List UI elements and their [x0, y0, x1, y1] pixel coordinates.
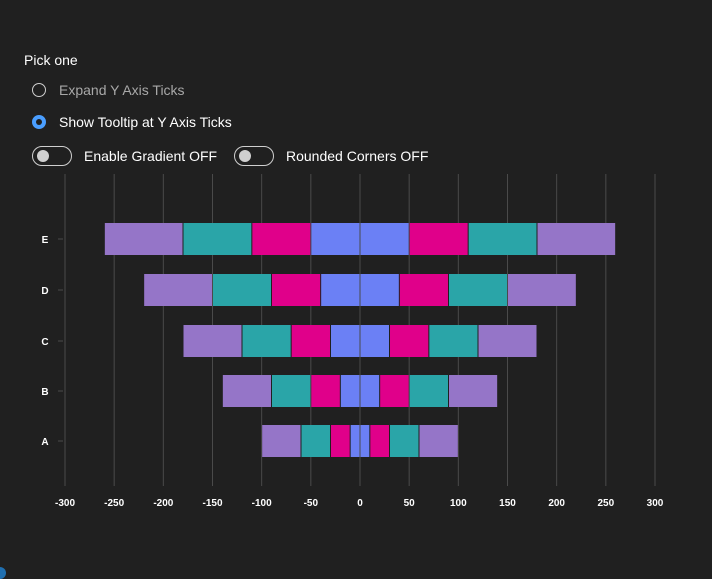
x-tick-label: 300 — [647, 498, 664, 509]
bar-segment — [272, 375, 311, 407]
bar-segment — [213, 274, 271, 306]
bar-segment — [350, 425, 360, 457]
bar-segment — [409, 223, 468, 255]
y-tick-label: A — [41, 437, 48, 448]
x-tick-label: -200 — [153, 498, 173, 509]
bar-segment — [252, 223, 311, 255]
bar-segment — [360, 223, 409, 255]
bar-segment — [449, 274, 507, 306]
toggle-knob — [239, 150, 251, 162]
bar-segment — [340, 375, 360, 407]
x-tick-label: 50 — [404, 498, 416, 509]
bar-segment — [331, 325, 360, 357]
radio-button-unchecked[interactable] — [32, 83, 46, 97]
bar-segment — [508, 274, 576, 306]
x-tick-label: 100 — [450, 498, 467, 509]
bar-segment — [380, 375, 409, 407]
bar-segment — [360, 375, 380, 407]
x-tick-label: -300 — [55, 498, 75, 509]
bar-segment — [429, 325, 478, 357]
x-tick-label: 250 — [597, 498, 614, 509]
bar-segment — [183, 223, 252, 255]
x-tick-label: 150 — [499, 498, 516, 509]
toggle-label-gradient: Enable Gradient OFF — [84, 148, 218, 164]
x-tick-label: -250 — [104, 498, 124, 509]
toggle-rounded-corners[interactable]: Rounded Corners OFF — [234, 146, 428, 166]
bar-segment — [409, 375, 448, 407]
bar-segment — [242, 325, 291, 357]
radio-label-expand-y-axis-ticks: Expand Y Axis Ticks — [59, 82, 185, 98]
bar-segment — [262, 425, 301, 457]
bar-segment — [360, 274, 399, 306]
bar-segment — [291, 325, 330, 357]
bar-segment — [537, 223, 616, 255]
toggle-switch-gradient[interactable] — [32, 146, 72, 166]
x-tick-label: 200 — [548, 498, 565, 509]
x-tick-label: -100 — [252, 498, 272, 509]
radio-button-checked[interactable] — [32, 115, 46, 129]
bar-segment — [419, 425, 458, 457]
y-tick-label: D — [41, 286, 48, 297]
x-tick-label: -50 — [304, 498, 319, 509]
bar-segment — [390, 425, 419, 457]
toggle-label-rounded-corners: Rounded Corners OFF — [286, 148, 429, 164]
bar-segment — [321, 274, 360, 306]
bar-segment — [311, 375, 340, 407]
bar-segment — [390, 325, 429, 357]
bar-segment — [104, 223, 183, 255]
toggle-knob — [37, 150, 49, 162]
bar-segment — [399, 274, 448, 306]
radio-group-label: Pick one — [24, 52, 78, 68]
bar-segment — [183, 325, 242, 357]
toggle-enable-gradient[interactable]: Enable Gradient OFF — [32, 146, 217, 166]
bar-segment — [311, 223, 360, 255]
y-tick-label: B — [41, 387, 48, 398]
bar-segment — [468, 223, 537, 255]
x-tick-label: -150 — [202, 498, 222, 509]
bar-segment — [360, 425, 370, 457]
y-tick-label: C — [41, 337, 48, 348]
bar-segment — [144, 274, 212, 306]
toggle-switch-rounded-corners[interactable] — [234, 146, 274, 166]
bar-segment — [478, 325, 537, 357]
bar-segment — [272, 274, 321, 306]
x-tick-label: 0 — [357, 498, 363, 509]
radio-expand-y-axis-ticks[interactable]: Expand Y Axis Ticks — [32, 80, 185, 100]
radio-label-show-tooltip: Show Tooltip at Y Axis Ticks — [59, 114, 232, 130]
bar-segment — [222, 375, 271, 407]
bar-segment — [449, 375, 498, 407]
bar-segment — [331, 425, 350, 457]
bar-segment — [370, 425, 389, 457]
y-tick-label: E — [42, 235, 49, 246]
bar-segment — [301, 425, 330, 457]
bar-segment — [360, 325, 389, 357]
radio-show-tooltip-y-axis-ticks[interactable]: Show Tooltip at Y Axis Ticks — [32, 112, 232, 132]
